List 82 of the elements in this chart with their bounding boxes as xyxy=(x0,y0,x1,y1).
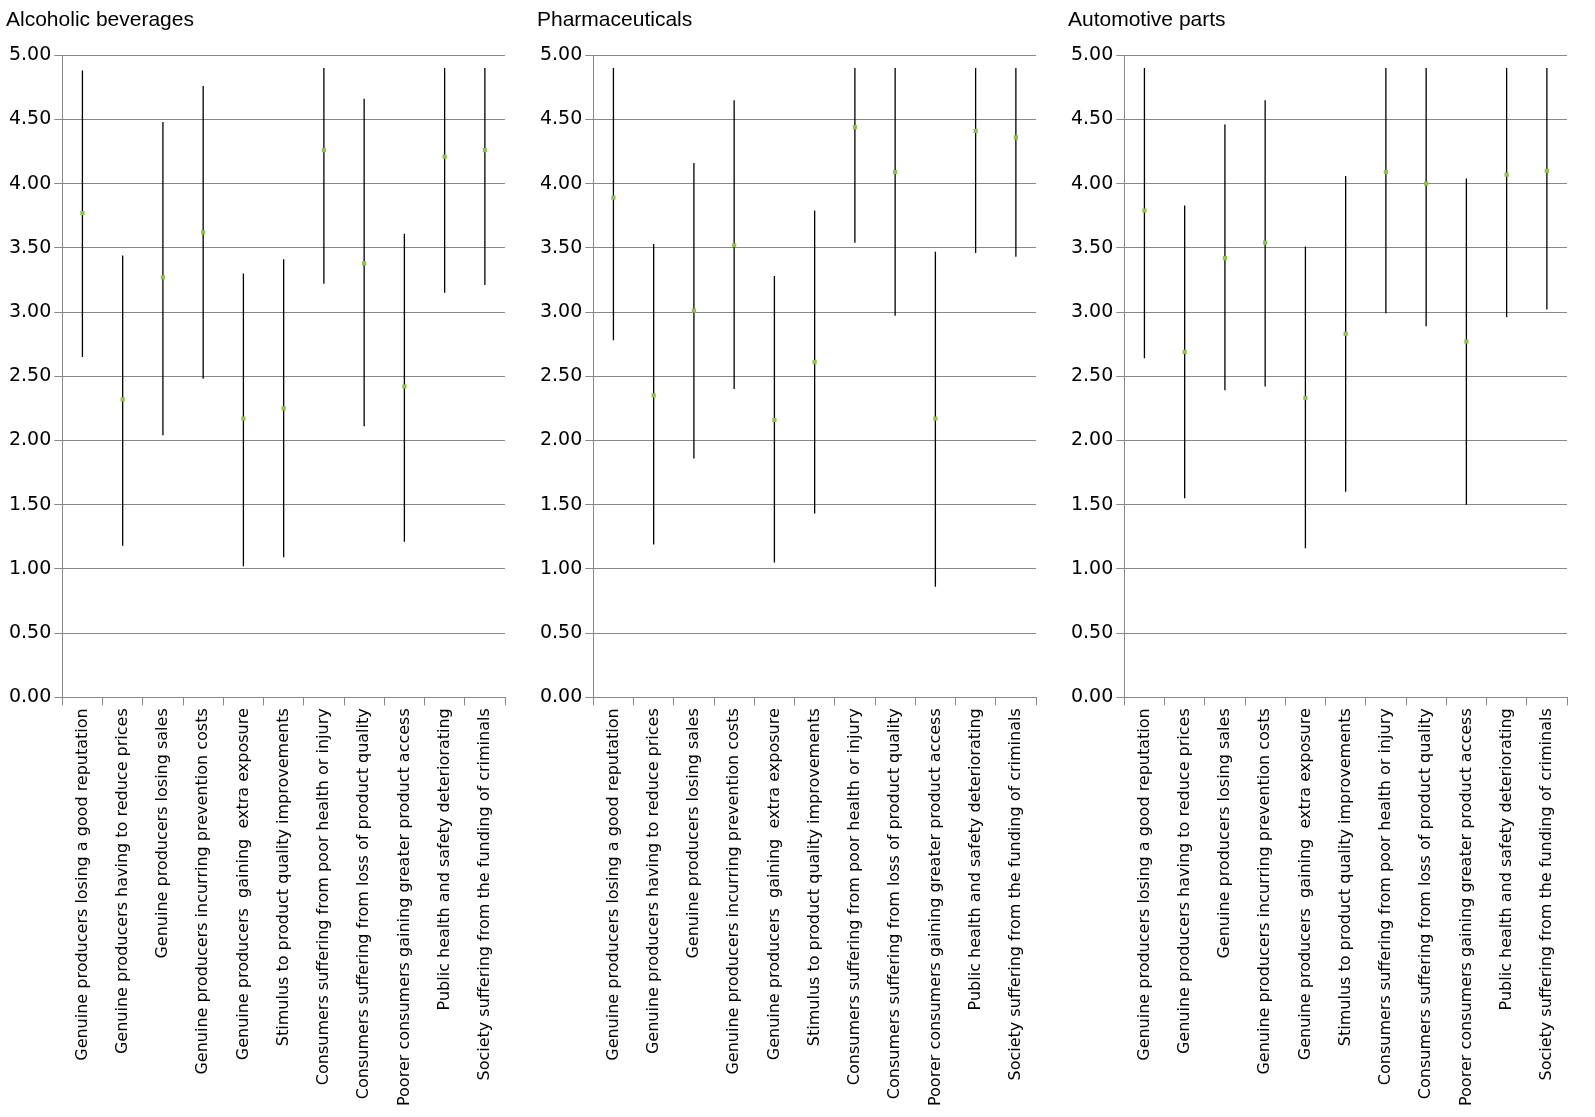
y-tick-label: 3.50 xyxy=(539,234,583,257)
y-tick-label: 4.50 xyxy=(539,106,583,129)
x-tick-label: Genuine producers gaining extra exposure xyxy=(232,708,252,1061)
x-tick-label: Society suffering from the funding of criminals xyxy=(1536,708,1556,1081)
x-tick-label: Genuine producers incurring prevention costs xyxy=(723,708,743,1075)
y-tick-label: 1.00 xyxy=(8,555,52,578)
y-tick-label: 0.00 xyxy=(539,684,583,707)
y-tick-label: 3.00 xyxy=(539,298,583,321)
x-tick-label: Genuine producers having to reduce prices xyxy=(111,708,131,1055)
y-tick-label: 5.00 xyxy=(8,42,52,65)
x-tick-label: Consumers suffering from loss of product quality xyxy=(1415,708,1435,1100)
x-tick-label: Society suffering from the funding of criminals xyxy=(474,708,494,1081)
point xyxy=(651,393,656,398)
point xyxy=(611,195,616,200)
y-tick-label: 4.00 xyxy=(1070,170,1114,193)
x-tick-label: Genuine producers incurring prevention costs xyxy=(192,708,212,1075)
point xyxy=(402,384,407,389)
x-tick-label: Consumers suffering from poor health or injury xyxy=(844,708,864,1086)
point xyxy=(1464,339,1469,344)
x-tick-label: Genuine producers gaining extra exposure xyxy=(763,708,783,1061)
point xyxy=(241,416,246,421)
point xyxy=(933,416,938,421)
x-tick-label: Genuine producers losing sales xyxy=(1214,708,1234,959)
x-tick-label: Public health and safety deteriorating xyxy=(1495,708,1515,1011)
y-tick-label: 0.50 xyxy=(8,619,52,642)
x-tick-label: Consumers suffering from loss of product quality xyxy=(884,708,904,1100)
y-tick-label: 3.50 xyxy=(8,234,52,257)
chart-title: Pharmaceuticals xyxy=(537,7,693,31)
y-tick-label: 5.00 xyxy=(539,42,583,65)
y-tick-label: 2.00 xyxy=(1070,427,1114,450)
x-tick-label: Consumers suffering from poor health or injury xyxy=(1375,708,1395,1086)
x-tick-label: Public health and safety deteriorating xyxy=(964,708,984,1011)
y-tick-label: 2.00 xyxy=(8,427,52,450)
point xyxy=(772,417,777,423)
y-tick-label: 1.00 xyxy=(539,555,583,578)
point xyxy=(1013,135,1018,140)
x-tick-label: Poorer consumers gaining greater product access xyxy=(393,708,413,1106)
x-tick-label: Genuine producers incurring prevention costs xyxy=(1254,708,1274,1075)
point xyxy=(80,211,85,216)
point xyxy=(1142,208,1147,213)
y-tick-label: 3.00 xyxy=(1070,298,1114,321)
y-tick-label: 2.50 xyxy=(1070,363,1114,386)
y-tick-label: 2.50 xyxy=(8,363,52,386)
y-tick-label: 4.50 xyxy=(8,106,52,129)
y-tick-label: 4.00 xyxy=(539,170,583,193)
point xyxy=(1424,181,1429,186)
x-tick-label: Genuine producers losing a good reputation xyxy=(71,708,91,1061)
y-tick-label: 3.50 xyxy=(1070,234,1114,257)
x-tick-label: Genuine producers losing a good reputation xyxy=(602,708,622,1061)
x-tick-label: Genuine producers having to reduce prices xyxy=(642,708,662,1055)
y-tick-label: 2.50 xyxy=(539,363,583,386)
y-tick-label: 3.00 xyxy=(8,298,52,321)
x-tick-label: Stimulus to product quality improvements xyxy=(1334,708,1354,1047)
x-tick-label: Genuine producers losing a good reputation xyxy=(1133,708,1153,1061)
x-tick-label: Genuine producers losing sales xyxy=(683,708,703,959)
x-tick-label: Public health and safety deteriorating xyxy=(433,708,453,1011)
y-tick-label: 0.50 xyxy=(1070,619,1114,642)
x-tick-label: Poorer consumers gaining greater product access xyxy=(1455,708,1475,1106)
x-tick-label: Poorer consumers gaining greater product access xyxy=(924,708,944,1106)
y-tick-label: 1.00 xyxy=(1070,555,1114,578)
y-tick-label: 1.50 xyxy=(8,491,52,514)
x-tick-label: Stimulus to product quality improvements xyxy=(272,708,292,1047)
x-tick-label: Genuine producers having to reduce prices xyxy=(1173,708,1193,1055)
x-tick-label: Genuine producers losing sales xyxy=(152,708,172,959)
x-tick-label: Society suffering from the funding of criminals xyxy=(1005,708,1025,1081)
y-tick-label: 5.00 xyxy=(1070,42,1114,65)
point xyxy=(1303,395,1308,401)
y-tick-label: 0.00 xyxy=(1070,684,1114,707)
y-tick-label: 0.50 xyxy=(539,619,583,642)
chart-title: Alcoholic beverages xyxy=(6,7,194,31)
x-tick-label: Consumers suffering from loss of product quality xyxy=(353,708,373,1100)
chart-title: Automotive parts xyxy=(1068,7,1226,31)
y-tick-label: 1.50 xyxy=(539,491,583,514)
x-tick-label: Genuine producers gaining extra exposure xyxy=(1294,708,1314,1061)
x-tick-label: Consumers suffering from poor health or injury xyxy=(313,708,333,1086)
x-tick-label: Stimulus to product quality improvements xyxy=(803,708,823,1047)
y-tick-label: 4.00 xyxy=(8,170,52,193)
y-tick-label: 1.50 xyxy=(1070,491,1114,514)
point xyxy=(201,230,206,235)
y-tick-label: 0.00 xyxy=(8,684,52,707)
y-tick-label: 4.50 xyxy=(1070,106,1114,129)
y-tick-label: 2.00 xyxy=(539,427,583,450)
